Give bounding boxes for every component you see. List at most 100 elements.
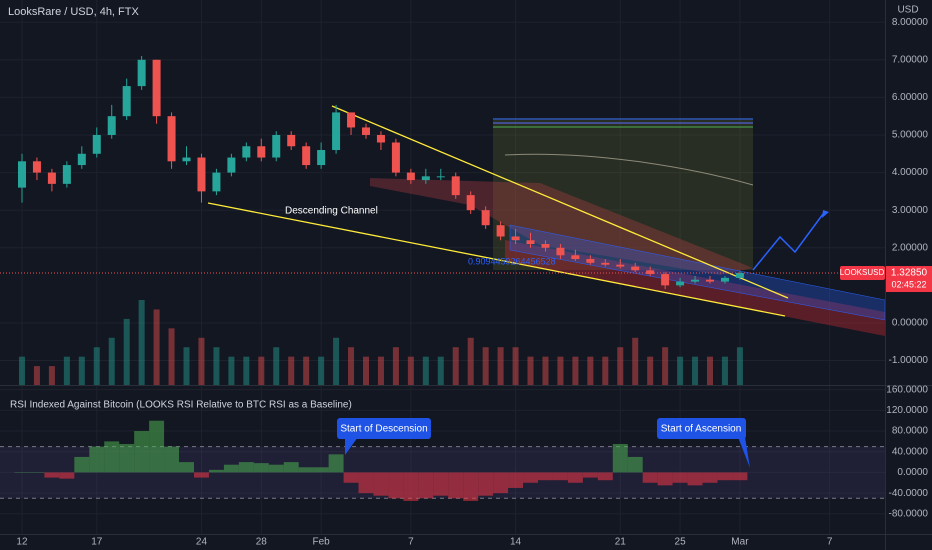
callout-box	[657, 418, 746, 439]
candle-body	[212, 172, 221, 192]
candle-layer	[17, 56, 744, 290]
y-tick-label: 2.00000	[892, 242, 929, 253]
rsi-tick-label: 160.0000	[886, 384, 928, 395]
candle-body	[152, 59, 161, 117]
volume-bar	[48, 366, 55, 385]
rsi-bar	[328, 454, 344, 473]
volume-bar	[692, 356, 699, 385]
rsi-bar	[29, 472, 45, 473]
volume-bar	[677, 356, 684, 385]
symbol-label: LOOKSUSD	[840, 268, 885, 277]
volume-bar	[617, 347, 624, 385]
fib-label: 0.9094459264456528	[468, 256, 556, 266]
volume-bar	[542, 356, 549, 385]
volume-bar	[93, 347, 100, 385]
rsi-bar	[627, 456, 643, 473]
volume-bar	[303, 356, 310, 385]
rsi-bar	[104, 441, 120, 473]
candle-body	[735, 272, 744, 278]
volume-bar	[333, 337, 340, 385]
rsi-bar	[164, 446, 180, 473]
rsi-bar	[119, 443, 135, 473]
rsi-layer	[0, 420, 885, 501]
rsi-bar	[223, 464, 239, 473]
x-tick-label: Feb	[313, 537, 331, 548]
volume-bar	[288, 356, 295, 385]
volume-bar	[632, 337, 639, 385]
rsi-bar	[89, 446, 105, 473]
candle-body	[616, 264, 625, 267]
x-tick-label: 7	[408, 537, 414, 548]
rsi-bar	[552, 472, 568, 481]
rsi-bar	[388, 472, 404, 499]
volume-bar	[512, 347, 519, 385]
candle-body	[47, 172, 56, 184]
volume-bar	[662, 347, 669, 385]
volume-bar	[647, 356, 654, 385]
rsi-bar	[478, 472, 494, 496]
symbol-tag	[840, 266, 885, 281]
arrow-head	[822, 210, 829, 218]
callout-text: Start of Ascension	[661, 424, 742, 435]
candle-body	[451, 176, 460, 196]
rsi-bar	[508, 472, 524, 488]
rsi-bar	[657, 472, 673, 486]
callout-text: Start of Descension	[340, 424, 427, 435]
last-price-label: 1.32850	[891, 268, 928, 279]
rsi-bar	[463, 472, 479, 501]
candle-body	[436, 176, 445, 178]
volume-bar	[273, 347, 280, 385]
candle-body	[526, 240, 535, 245]
rsi-bar	[193, 472, 209, 478]
volume-bar	[377, 356, 384, 385]
volume-bar	[527, 356, 534, 385]
rsi-bar	[687, 472, 703, 486]
position-box	[493, 118, 753, 270]
x-tick-label: Mar	[731, 537, 749, 548]
rsi-bar	[493, 472, 509, 494]
volume-bar	[198, 337, 205, 385]
candle-body	[511, 236, 520, 241]
rsi-bar	[448, 472, 464, 499]
candle-body	[541, 244, 550, 248]
candle-body	[481, 210, 490, 226]
rsi-bar	[717, 472, 733, 481]
x-tick-label: 12	[16, 537, 28, 548]
rsi-bar	[672, 472, 688, 483]
rsi-bar	[59, 472, 75, 479]
volume-bar	[392, 347, 399, 385]
candle-body	[676, 281, 685, 286]
rsi-bar	[433, 472, 449, 496]
rsi-bar	[567, 472, 583, 483]
candle-body	[720, 277, 729, 282]
x-tick-label: 14	[510, 537, 522, 548]
candle-body	[361, 127, 370, 135]
rsi-bar	[313, 467, 329, 473]
candle-body	[287, 134, 296, 147]
candle-body	[182, 157, 191, 162]
rsi-bar	[373, 472, 389, 496]
red-zone	[370, 178, 753, 275]
box-curve	[504, 153, 754, 186]
rsi-tick-label: -80.0000	[889, 508, 929, 519]
y-tick-label: -1.00000	[889, 355, 929, 366]
volume-bar	[572, 356, 579, 385]
volume-bar	[452, 347, 459, 385]
candle-body	[571, 255, 580, 260]
rsi-bar	[208, 469, 224, 473]
rsi-bar	[44, 472, 60, 478]
volume-bar	[497, 347, 504, 385]
candle-body	[556, 247, 565, 256]
y-tick-label: 0.00000	[892, 318, 929, 329]
volume-bar	[123, 318, 130, 385]
volume-bar	[228, 356, 235, 385]
rsi-bar	[537, 472, 553, 481]
candle-body	[167, 116, 176, 162]
rsi-bar	[14, 472, 30, 473]
candle-body	[332, 112, 341, 151]
volume-bar	[467, 337, 474, 385]
candle-body	[661, 274, 670, 286]
rsi-bar	[418, 472, 434, 499]
candle-body	[32, 161, 41, 173]
